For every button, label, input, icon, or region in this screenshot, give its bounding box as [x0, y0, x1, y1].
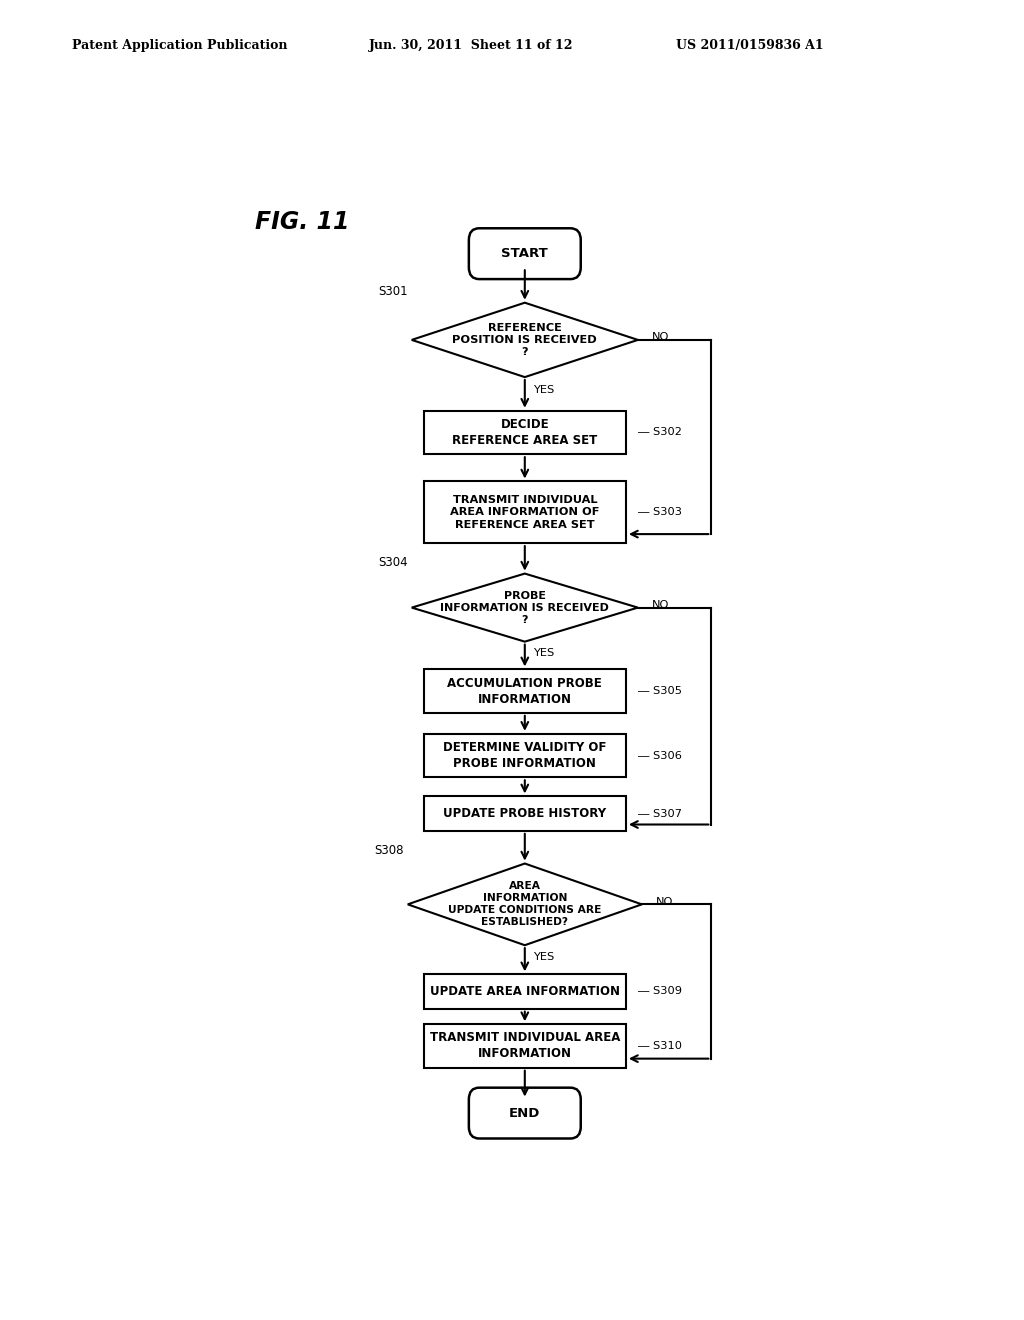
FancyBboxPatch shape: [469, 1088, 581, 1138]
FancyBboxPatch shape: [469, 228, 581, 279]
Text: FIG. 11: FIG. 11: [255, 210, 350, 234]
Text: Jun. 30, 2011  Sheet 11 of 12: Jun. 30, 2011 Sheet 11 of 12: [369, 38, 573, 51]
Text: ― S303: ― S303: [638, 507, 682, 517]
Text: TRANSMIT INDIVIDUAL AREA
INFORMATION: TRANSMIT INDIVIDUAL AREA INFORMATION: [430, 1031, 620, 1060]
Text: NO: NO: [652, 599, 670, 610]
Text: S301: S301: [378, 285, 408, 298]
Bar: [424, 734, 626, 777]
Text: PROBE
INFORMATION IS RECEIVED
?: PROBE INFORMATION IS RECEIVED ?: [440, 590, 609, 624]
Bar: [424, 796, 626, 830]
Text: ACCUMULATION PROBE
INFORMATION: ACCUMULATION PROBE INFORMATION: [447, 677, 602, 706]
Bar: [424, 669, 626, 713]
Bar: [424, 411, 626, 454]
Text: DECIDE
REFERENCE AREA SET: DECIDE REFERENCE AREA SET: [453, 418, 597, 447]
Text: S304: S304: [378, 556, 408, 569]
Polygon shape: [412, 302, 638, 378]
Bar: [424, 974, 626, 1008]
Text: NO: NO: [656, 896, 674, 907]
Text: Patent Application Publication: Patent Application Publication: [72, 38, 287, 51]
Polygon shape: [408, 863, 642, 945]
Text: ― S307: ― S307: [638, 809, 682, 818]
Bar: [424, 482, 626, 544]
Text: ― S309: ― S309: [638, 986, 682, 997]
Bar: [424, 1024, 626, 1068]
Text: UPDATE PROBE HISTORY: UPDATE PROBE HISTORY: [443, 807, 606, 820]
Text: TRANSMIT INDIVIDUAL
AREA INFORMATION OF
REFERENCE AREA SET: TRANSMIT INDIVIDUAL AREA INFORMATION OF …: [451, 495, 599, 529]
Text: ― S310: ― S310: [638, 1041, 682, 1051]
Text: DETERMINE VALIDITY OF
PROBE INFORMATION: DETERMINE VALIDITY OF PROBE INFORMATION: [443, 741, 606, 770]
Text: REFERENCE
POSITION IS RECEIVED
?: REFERENCE POSITION IS RECEIVED ?: [453, 323, 597, 356]
Text: AREA
INFORMATION
UPDATE CONDITIONS ARE
ESTABLISHED?: AREA INFORMATION UPDATE CONDITIONS ARE E…: [449, 882, 601, 928]
Text: UPDATE AREA INFORMATION: UPDATE AREA INFORMATION: [430, 985, 620, 998]
Text: YES: YES: [532, 952, 554, 962]
Text: S308: S308: [375, 845, 403, 857]
Text: YES: YES: [532, 385, 554, 395]
Text: NO: NO: [652, 333, 670, 342]
Polygon shape: [412, 574, 638, 642]
Text: START: START: [502, 247, 548, 260]
Text: US 2011/0159836 A1: US 2011/0159836 A1: [676, 38, 823, 51]
Text: ― S302: ― S302: [638, 428, 682, 437]
Text: ― S305: ― S305: [638, 686, 682, 696]
Text: YES: YES: [532, 648, 554, 659]
Text: END: END: [509, 1106, 541, 1119]
Text: ― S306: ― S306: [638, 751, 682, 760]
